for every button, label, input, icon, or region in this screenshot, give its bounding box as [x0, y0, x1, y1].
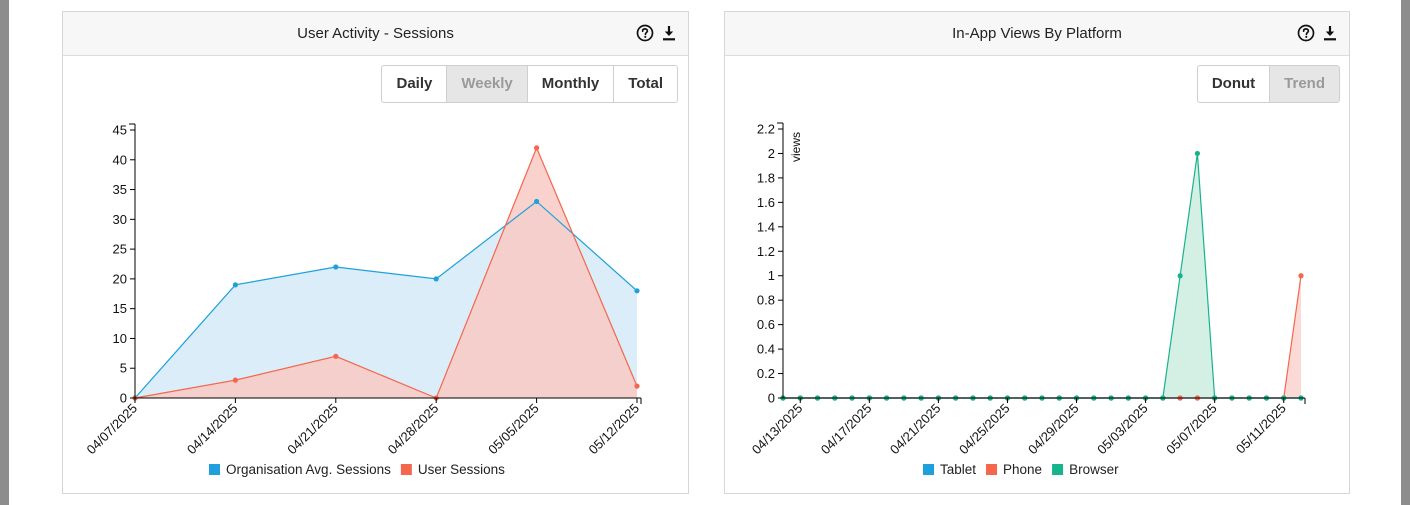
y-tick-label: 30: [113, 212, 127, 227]
x-tick-label: 04/25/2025: [956, 401, 1013, 458]
y-tick-label: 25: [113, 242, 127, 257]
series-line-2: [783, 153, 1301, 399]
x-tick-label: 05/12/2025: [585, 401, 642, 458]
y-tick-label: 0.8: [757, 293, 775, 308]
x-tick-label: 05/07/2025: [1163, 401, 1220, 458]
platform-views-panel-title: In-App Views By Platform: [952, 25, 1122, 42]
platform-views-panel-header: In-App Views By Platform: [725, 12, 1349, 56]
y-tick-label: 0.6: [757, 317, 775, 332]
y-tick-label: 2: [768, 146, 775, 161]
sessions-panel-title: User Activity - Sessions: [297, 25, 454, 42]
x-tick-label: 04/17/2025: [818, 401, 875, 458]
y-tick-label: 2.2: [757, 122, 775, 137]
y-tick-label: 1: [768, 268, 775, 283]
legend-swatch-0: [923, 464, 934, 475]
data-point-2-24: [1194, 150, 1200, 157]
series-line-1: [783, 275, 1302, 399]
series-line-1: [134, 146, 638, 399]
x-tick-label: 04/21/2025: [284, 401, 341, 458]
x-tick-label: 04/07/2025: [83, 401, 140, 458]
y-tick-label: 0: [120, 391, 127, 406]
data-point-1-4: [534, 145, 540, 151]
sessions-panel-header: User Activity - Sessions: [63, 12, 688, 56]
weekly-button[interactable]: Weekly: [447, 66, 528, 102]
area-2: [783, 153, 1301, 398]
y-tick-label: 0.2: [757, 366, 775, 381]
data-point-1-5: [634, 383, 640, 389]
data-point-0-4: [534, 198, 540, 205]
backdrop-right-edge: [1401, 0, 1410, 505]
legend-swatch-1: [986, 464, 998, 475]
trend-button[interactable]: Trend: [1270, 66, 1339, 102]
legend-label-1: Phone: [1003, 462, 1042, 477]
data-point-1-1: [232, 377, 238, 383]
sessions-area-chart: 0 5 10 15 20 25 30 35 40 45 04/07/2025 04/14/2025 04…: [83, 123, 642, 478]
backdrop-left-edge: [0, 0, 9, 505]
x-tick-label: 04/13/2025: [749, 401, 806, 458]
area-1: [135, 147, 637, 398]
y-axis-label: views: [789, 132, 803, 162]
monthly-button[interactable]: Monthly: [528, 66, 615, 102]
data-point-1-30: [1298, 273, 1304, 279]
y-tick-label: 5: [120, 361, 127, 376]
help-icon[interactable]: [1297, 24, 1315, 42]
series-line-0: [134, 200, 638, 399]
area-1: [783, 275, 1301, 398]
download-icon[interactable]: [1321, 24, 1339, 42]
data-point-2-23: [1177, 273, 1183, 279]
y-tick-label: 0.4: [757, 342, 775, 357]
platform-view-toggle: Donut Trend: [1196, 65, 1340, 103]
x-tick-label: 04/21/2025: [887, 401, 944, 458]
data-point-0-2: [333, 264, 339, 270]
data-point-1-2: [333, 353, 339, 359]
y-tick-label: 40: [113, 152, 127, 167]
legend-label-0: Tablet: [940, 462, 976, 477]
x-tick-label: 04/28/2025: [385, 401, 442, 458]
x-tick-label: 05/03/2025: [1094, 401, 1151, 458]
legend-label-2: Browser: [1069, 462, 1119, 477]
y-tick-label: 1.2: [757, 244, 775, 259]
donut-button[interactable]: Donut: [1198, 66, 1271, 102]
y-tick-label: 35: [113, 182, 127, 197]
y-tick-label: 0: [768, 391, 775, 406]
download-icon[interactable]: [660, 24, 678, 42]
legend-label-1: User Sessions: [418, 462, 505, 477]
sessions-period-toggle: Daily Weekly Monthly Total: [381, 65, 678, 103]
y-tick-label: 10: [113, 331, 127, 346]
legend-label-0: Organisation Avg. Sessions: [226, 462, 391, 477]
y-tick-label: 1.4: [757, 219, 775, 234]
y-tick-label: 45: [113, 123, 127, 138]
legend-swatch-0: [209, 464, 220, 475]
data-point-0-5: [634, 288, 640, 294]
data-point-0-3: [433, 276, 439, 282]
y-tick-label: 20: [113, 271, 127, 286]
platform-views-panel: In-App Views By Platform Donut Trend 0 0.…: [724, 11, 1350, 494]
x-tick-label: 04/29/2025: [1025, 401, 1082, 458]
x-tick-label: 05/11/2025: [1233, 401, 1289, 457]
x-tick-label: 04/14/2025: [184, 401, 241, 458]
legend-swatch-2: [1052, 464, 1064, 475]
y-tick-label: 15: [113, 301, 127, 316]
total-button[interactable]: Total: [628, 75, 663, 92]
y-tick-label: 1.8: [757, 170, 775, 185]
y-tick-label: 1.6: [757, 195, 775, 210]
data-point-0-1: [232, 282, 238, 288]
platform-views-area-chart: 0 0.2 0.4 0.6 0.8 1 1.2 1.4 1.6 1.8 2 2.2 04/13/2025…: [749, 122, 1306, 477]
legend-swatch-1: [400, 464, 412, 475]
help-icon[interactable]: [636, 24, 654, 42]
daily-button[interactable]: Daily: [382, 66, 448, 102]
x-tick-label: 05/05/2025: [485, 401, 542, 458]
sessions-panel: User Activity - Sessions Daily Weekly Mo…: [62, 11, 689, 494]
